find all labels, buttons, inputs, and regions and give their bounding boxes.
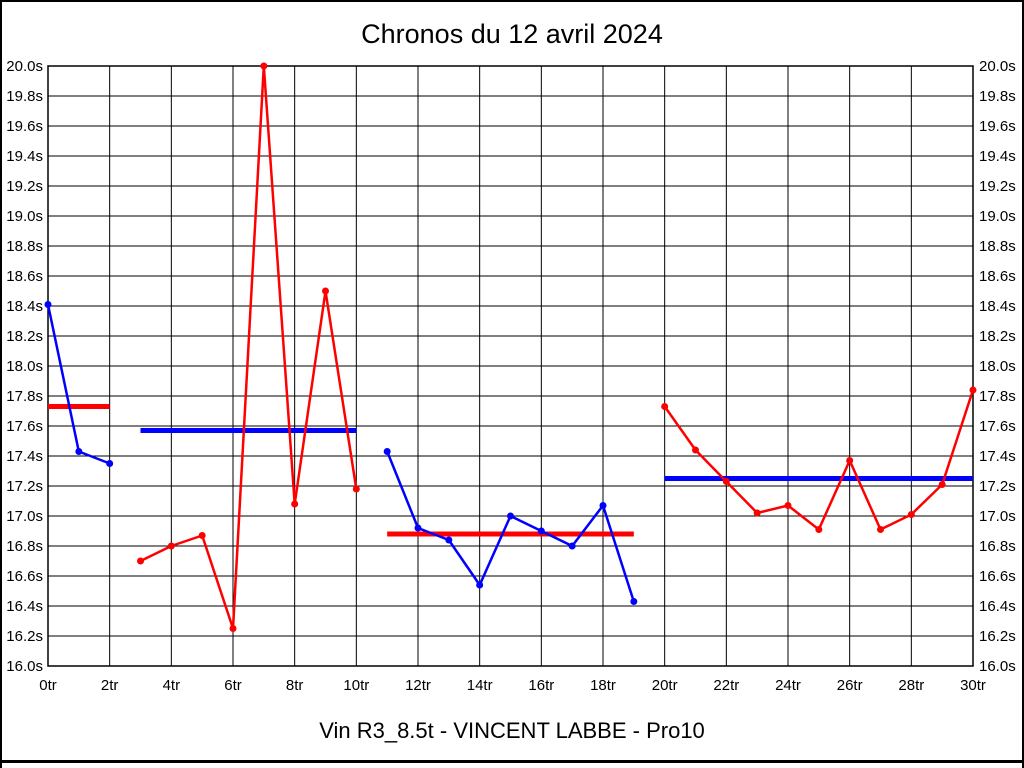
bottom-border-bar (0, 760, 1024, 763)
chart-footer: Vin R3_8.5t - VINCENT LABBE - Pro10 (319, 718, 705, 743)
chart-title: Chronos du 12 avril 2024 (361, 19, 663, 49)
x-tick-label: 26tr (837, 677, 863, 694)
x-tick-label: 22tr (713, 677, 739, 694)
data-point (846, 457, 854, 464)
data-point (815, 526, 823, 533)
y-tick-label-right: 17.8s (979, 388, 1016, 405)
y-tick-label-right: 19.0s (979, 208, 1016, 225)
y-tick-label-right: 18.0s (979, 358, 1016, 375)
x-tick-label: 4tr (163, 677, 181, 694)
y-tick-label-left: 18.8s (6, 238, 43, 255)
series-line (139, 64, 358, 630)
y-tick-label-right: 17.0s (979, 508, 1016, 525)
x-tick-label: 24tr (775, 677, 801, 694)
series-line (386, 451, 635, 602)
data-point (167, 542, 175, 550)
y-tick-label-right: 16.2s (979, 628, 1016, 645)
data-point (692, 446, 699, 454)
data-point (938, 481, 946, 488)
y-tick-label-left: 19.8s (6, 88, 43, 105)
data-point (291, 500, 299, 508)
y-tick-label-right: 16.8s (979, 538, 1016, 555)
data-point (229, 625, 237, 632)
y-tick-label-left: 17.0s (6, 508, 43, 525)
data-point (753, 509, 761, 517)
data-point (445, 536, 453, 544)
y-tick-label-left: 17.6s (6, 418, 43, 435)
y-tick-label-left: 16.8s (6, 538, 43, 555)
y-tick-label-left: 19.2s (6, 178, 43, 195)
y-tick-label-left: 18.2s (6, 328, 43, 345)
y-tick-label-left: 18.4s (6, 298, 43, 315)
y-tick-label-left: 16.0s (6, 658, 43, 675)
y-tick-label-right: 17.2s (979, 478, 1016, 495)
data-point (198, 532, 206, 539)
y-tick-label-left: 18.6s (6, 268, 43, 285)
data-point (75, 448, 83, 455)
x-tick-label: 0tr (39, 677, 57, 694)
y-tick-label-right: 19.8s (979, 88, 1016, 105)
x-tick-label: 30tr (960, 677, 986, 694)
series-line (663, 389, 975, 531)
y-tick-label-left: 16.6s (6, 568, 43, 585)
data-point (537, 527, 545, 535)
data-point (568, 542, 576, 550)
data-point (722, 478, 730, 485)
data-point (507, 512, 514, 520)
x-tick-label: 10tr (343, 677, 369, 694)
data-point (260, 62, 268, 70)
y-tick-label-right: 19.6s (979, 118, 1016, 135)
data-point (44, 301, 52, 308)
x-tick-label: 28tr (898, 677, 924, 694)
y-tick-label-right: 18.6s (979, 268, 1016, 285)
y-tick-label-left: 16.2s (6, 628, 43, 645)
x-tick-label: 6tr (224, 677, 242, 694)
data-point (352, 485, 360, 493)
y-tick-label-right: 19.2s (979, 178, 1016, 195)
data-point (661, 403, 669, 410)
y-tick-label-left: 18.0s (6, 358, 43, 375)
data-point (137, 557, 144, 565)
x-tick-label: 20tr (652, 677, 678, 694)
y-tick-label-right: 18.4s (979, 298, 1016, 315)
data-point (322, 287, 329, 295)
x-tick-label: 14tr (467, 677, 493, 694)
y-tick-label-left: 17.8s (6, 388, 43, 405)
y-tick-label-right: 17.4s (979, 448, 1016, 465)
y-tick-label-right: 18.2s (979, 328, 1016, 345)
plot-frame (47, 65, 974, 667)
y-tick-label-left: 19.6s (6, 118, 43, 135)
y-tick-label-right: 20.0s (979, 58, 1016, 75)
y-tick-label-right: 16.6s (979, 568, 1016, 585)
y-tick-label-right: 19.4s (979, 148, 1016, 165)
data-point (784, 502, 792, 509)
y-tick-label-right: 18.8s (979, 238, 1016, 255)
data-point (907, 511, 915, 518)
y-tick-label-left: 19.4s (6, 148, 43, 165)
x-tick-label: 12tr (405, 677, 431, 694)
y-tick-label-left: 20.0s (6, 58, 43, 75)
y-tick-label-left: 17.2s (6, 478, 43, 495)
x-tick-label: 8tr (286, 677, 304, 694)
y-tick-label-left: 17.4s (6, 448, 43, 465)
data-point (106, 460, 114, 467)
y-tick-label-right: 17.6s (979, 418, 1016, 435)
series-line (46, 304, 111, 465)
data-point (877, 526, 884, 533)
y-tick-label-left: 16.4s (6, 598, 43, 615)
data-point (476, 581, 484, 589)
x-tick-label: 16tr (528, 677, 554, 694)
y-tick-label-right: 16.0s (979, 658, 1016, 675)
y-tick-label-left: 19.0s (6, 208, 43, 225)
x-tick-label: 2tr (101, 677, 119, 694)
y-tick-label-right: 16.4s (979, 598, 1016, 615)
data-point (969, 386, 977, 394)
data-point (630, 598, 638, 605)
data-point (414, 524, 422, 532)
x-tick-label: 18tr (590, 677, 616, 694)
data-point (383, 448, 391, 455)
data-point (599, 502, 607, 509)
